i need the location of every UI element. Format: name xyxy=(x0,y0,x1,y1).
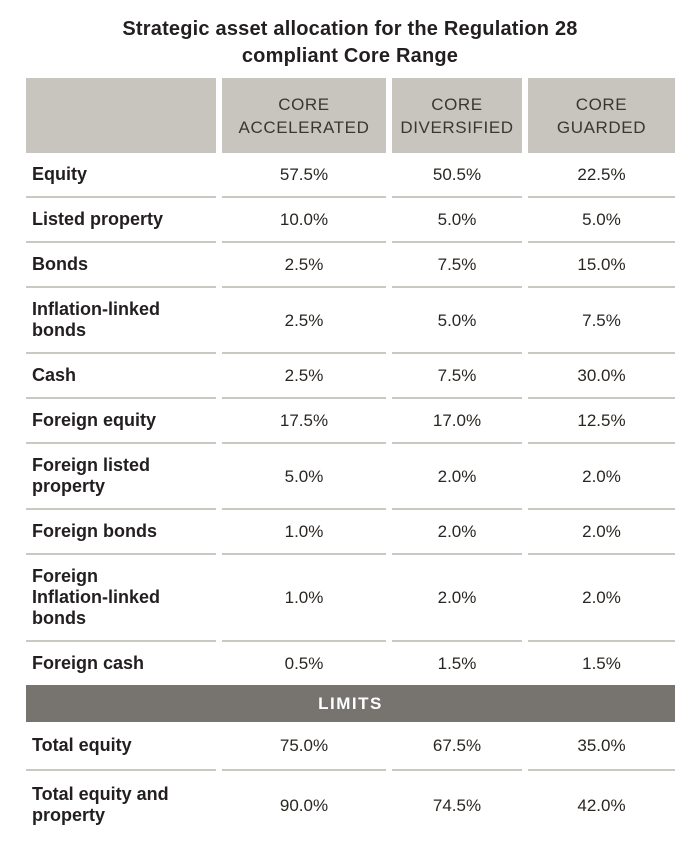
row-value: 17.0% xyxy=(392,399,522,444)
row-value: 1.0% xyxy=(222,555,386,642)
row-value: 50.5% xyxy=(392,153,522,198)
row-value: 5.0% xyxy=(222,444,386,510)
row-value: 2.0% xyxy=(528,444,675,510)
row-value: 75.0% xyxy=(222,722,386,771)
row-value: 7.5% xyxy=(392,354,522,399)
row-value: 10.0% xyxy=(222,198,386,243)
limits-banner-row: LIMITS xyxy=(26,685,675,722)
header-empty-cell xyxy=(26,78,216,153)
header-core-accelerated: CORE ACCELERATED xyxy=(222,78,386,153)
row-value: 2.5% xyxy=(222,243,386,288)
row-value: 2.0% xyxy=(392,555,522,642)
row-label: Inflation-linked bonds xyxy=(26,288,216,354)
row-label: Listed property xyxy=(26,198,216,243)
row-label: Total equity and property xyxy=(32,784,169,825)
row-value: 2.5% xyxy=(222,288,386,354)
row-value: 2.0% xyxy=(392,510,522,555)
row-label: Foreign Inflation-linked bonds xyxy=(26,555,216,642)
row-value: 67.5% xyxy=(392,722,522,771)
row-value: 42.0% xyxy=(577,795,626,815)
row-value: 17.5% xyxy=(222,399,386,444)
table-row: Equity 57.5% 50.5% 22.5% xyxy=(26,153,675,198)
row-value: 30.0% xyxy=(528,354,675,399)
asset-allocation-table: CORE ACCELERATED CORE DIVERSIFIED CORE G… xyxy=(20,78,681,839)
row-label: Total equity xyxy=(26,722,216,771)
row-value: 2.0% xyxy=(528,555,675,642)
row-value: 7.5% xyxy=(392,243,522,288)
row-value: 5.0% xyxy=(392,288,522,354)
table-row: Foreign cash 0.5% 1.5% 1.5% xyxy=(26,642,675,685)
row-value: 7.5% xyxy=(528,288,675,354)
row-label: Foreign cash xyxy=(32,653,145,673)
row-value: 1.5% xyxy=(437,654,477,673)
table-row: Cash 2.5% 7.5% 30.0% xyxy=(26,354,675,399)
table-row: Total equity and property 90.0% 74.5% 42… xyxy=(26,771,675,839)
header-row: CORE ACCELERATED CORE DIVERSIFIED CORE G… xyxy=(26,78,675,153)
row-value: 15.0% xyxy=(528,243,675,288)
row-value: 12.5% xyxy=(528,399,675,444)
row-label: Foreign equity xyxy=(26,399,216,444)
header-core-diversified: CORE DIVERSIFIED xyxy=(392,78,522,153)
row-value: 1.5% xyxy=(582,654,621,673)
row-value: 5.0% xyxy=(528,198,675,243)
table-row: Bonds 2.5% 7.5% 15.0% xyxy=(26,243,675,288)
row-value: 1.0% xyxy=(222,510,386,555)
table-row: Total equity 75.0% 67.5% 35.0% xyxy=(26,722,675,771)
row-value: 5.0% xyxy=(392,198,522,243)
table-row: Listed property 10.0% 5.0% 5.0% xyxy=(26,198,675,243)
row-label: Equity xyxy=(26,153,216,198)
table-row: Foreign bonds 1.0% 2.0% 2.0% xyxy=(26,510,675,555)
header-core-guarded: CORE GUARDED xyxy=(528,78,675,153)
row-label: Foreign bonds xyxy=(26,510,216,555)
table-row: Foreign listed property 5.0% 2.0% 2.0% xyxy=(26,444,675,510)
row-label: Cash xyxy=(26,354,216,399)
row-value: 57.5% xyxy=(222,153,386,198)
row-value: 2.0% xyxy=(528,510,675,555)
row-value: 2.0% xyxy=(392,444,522,510)
table-row: Foreign equity 17.5% 17.0% 12.5% xyxy=(26,399,675,444)
row-value: 22.5% xyxy=(528,153,675,198)
row-value: 2.5% xyxy=(222,354,386,399)
row-value: 35.0% xyxy=(528,722,675,771)
row-label: Foreign listed property xyxy=(26,444,216,510)
limits-section-header: LIMITS xyxy=(26,685,675,722)
table-row: Inflation-linked bonds 2.5% 5.0% 7.5% xyxy=(26,288,675,354)
row-value: 90.0% xyxy=(279,795,329,815)
row-value: 74.5% xyxy=(432,795,482,815)
page-title: Strategic asset allocation for the Regul… xyxy=(122,18,578,67)
row-value: 0.5% xyxy=(284,654,324,673)
row-label: Bonds xyxy=(26,243,216,288)
table-row: Foreign Inflation-linked bonds 1.0% 2.0%… xyxy=(26,555,675,642)
